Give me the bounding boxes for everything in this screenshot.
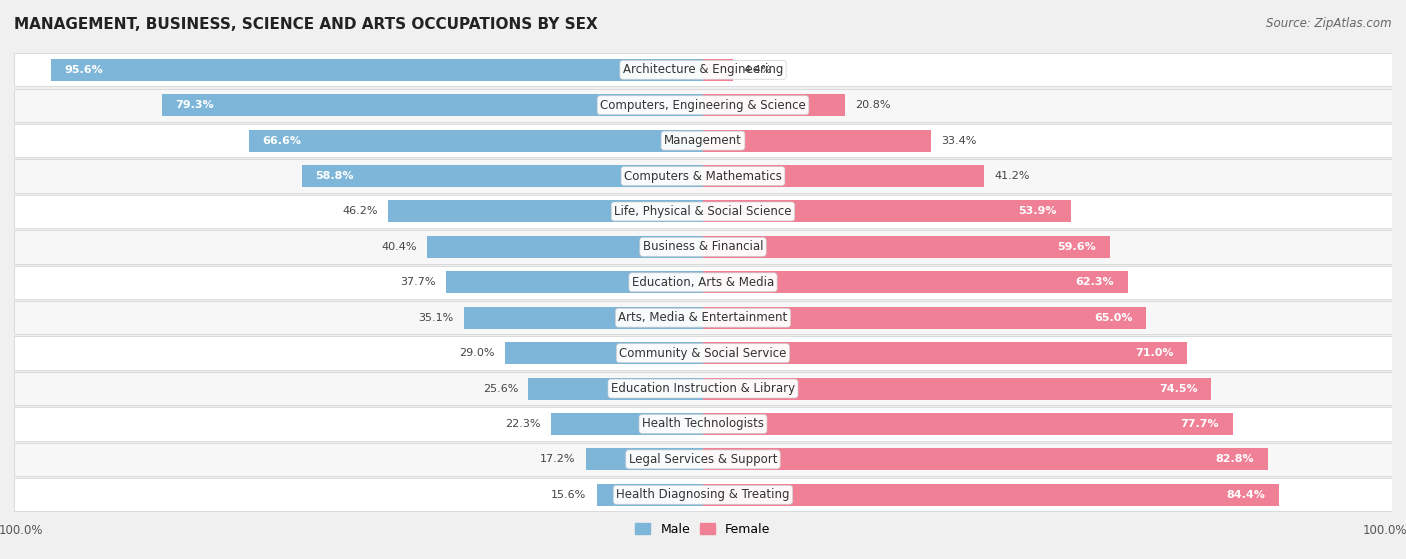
Bar [703, 307, 1146, 329]
Text: 66.6%: 66.6% [263, 136, 301, 146]
Text: MANAGEMENT, BUSINESS, SCIENCE AND ARTS OCCUPATIONS BY SEX: MANAGEMENT, BUSINESS, SCIENCE AND ARTS O… [14, 17, 598, 32]
Bar [703, 130, 931, 151]
Bar [388, 201, 703, 222]
Text: Education Instruction & Library: Education Instruction & Library [612, 382, 794, 395]
Bar [703, 271, 1128, 293]
Bar [162, 94, 703, 116]
Bar [427, 236, 703, 258]
Bar [505, 342, 703, 364]
Bar [51, 59, 703, 80]
Text: 35.1%: 35.1% [418, 312, 453, 323]
Text: 29.0%: 29.0% [460, 348, 495, 358]
Text: 53.9%: 53.9% [1018, 206, 1057, 216]
Bar [14, 53, 1392, 87]
Text: 65.0%: 65.0% [1094, 312, 1133, 323]
Text: 41.2%: 41.2% [994, 171, 1029, 181]
Text: Life, Physical & Social Science: Life, Physical & Social Science [614, 205, 792, 218]
Text: 20.8%: 20.8% [855, 100, 890, 110]
Bar [14, 124, 1392, 157]
Bar [703, 94, 845, 116]
Bar [703, 413, 1233, 435]
Text: 40.4%: 40.4% [381, 242, 418, 252]
Text: 4.4%: 4.4% [744, 65, 772, 75]
Bar [446, 271, 703, 293]
Bar [14, 195, 1392, 228]
Text: 79.3%: 79.3% [176, 100, 214, 110]
Bar [14, 88, 1392, 122]
Text: Education, Arts & Media: Education, Arts & Media [631, 276, 775, 289]
Bar [703, 342, 1187, 364]
Bar [14, 266, 1392, 299]
Text: 59.6%: 59.6% [1057, 242, 1095, 252]
Text: 58.8%: 58.8% [315, 171, 354, 181]
Text: 25.6%: 25.6% [482, 383, 519, 394]
Bar [302, 165, 703, 187]
Text: 15.6%: 15.6% [551, 490, 586, 500]
Text: 77.7%: 77.7% [1181, 419, 1219, 429]
Text: Health Technologists: Health Technologists [643, 418, 763, 430]
Text: Legal Services & Support: Legal Services & Support [628, 453, 778, 466]
Text: Community & Social Service: Community & Social Service [619, 347, 787, 359]
Text: Health Diagnosing & Treating: Health Diagnosing & Treating [616, 489, 790, 501]
Bar [14, 443, 1392, 476]
Text: 82.8%: 82.8% [1216, 454, 1254, 465]
Bar [464, 307, 703, 329]
Text: 46.2%: 46.2% [342, 206, 378, 216]
Bar [14, 301, 1392, 334]
Text: 74.5%: 74.5% [1159, 383, 1198, 394]
Text: Management: Management [664, 134, 742, 147]
Bar [529, 377, 703, 400]
Legend: Male, Female: Male, Female [630, 518, 776, 541]
Text: 37.7%: 37.7% [401, 277, 436, 287]
Bar [703, 484, 1278, 506]
Text: Architecture & Engineering: Architecture & Engineering [623, 63, 783, 76]
Bar [14, 408, 1392, 440]
Text: 95.6%: 95.6% [65, 65, 103, 75]
Text: 33.4%: 33.4% [941, 136, 976, 146]
Bar [703, 236, 1109, 258]
Text: Computers & Mathematics: Computers & Mathematics [624, 169, 782, 183]
Bar [586, 448, 703, 470]
Text: 84.4%: 84.4% [1226, 490, 1265, 500]
Text: Business & Financial: Business & Financial [643, 240, 763, 253]
Text: 62.3%: 62.3% [1076, 277, 1115, 287]
Bar [14, 230, 1392, 263]
Bar [551, 413, 703, 435]
Text: Arts, Media & Entertainment: Arts, Media & Entertainment [619, 311, 787, 324]
Bar [14, 372, 1392, 405]
Bar [14, 478, 1392, 511]
Bar [703, 377, 1211, 400]
Bar [596, 484, 703, 506]
Text: 22.3%: 22.3% [505, 419, 541, 429]
Text: 17.2%: 17.2% [540, 454, 575, 465]
Bar [703, 448, 1268, 470]
Bar [14, 159, 1392, 193]
Bar [14, 337, 1392, 369]
Bar [703, 165, 984, 187]
Bar [703, 59, 733, 80]
Bar [703, 201, 1070, 222]
Text: 71.0%: 71.0% [1135, 348, 1174, 358]
Text: Source: ZipAtlas.com: Source: ZipAtlas.com [1267, 17, 1392, 30]
Text: Computers, Engineering & Science: Computers, Engineering & Science [600, 99, 806, 112]
Bar [249, 130, 703, 151]
